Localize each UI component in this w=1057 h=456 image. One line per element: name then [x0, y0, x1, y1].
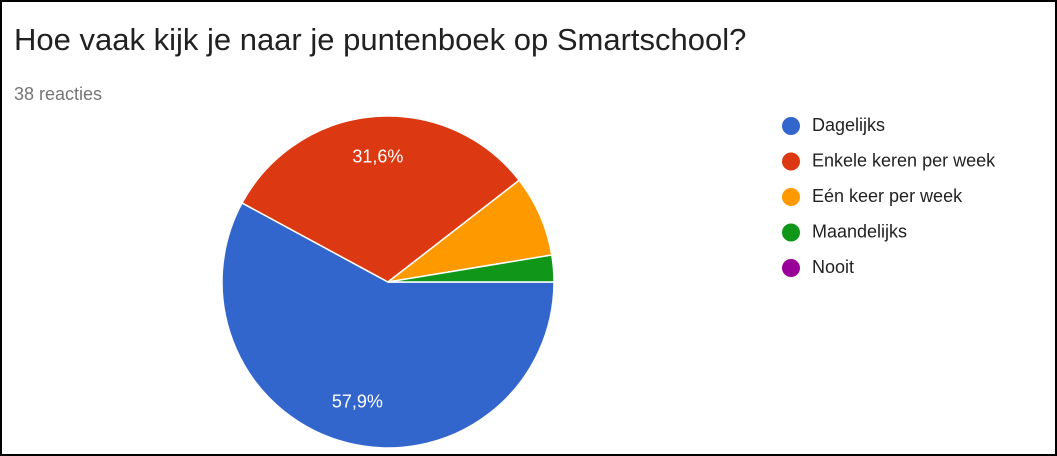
chart-subtitle: 38 reacties [14, 84, 102, 104]
legend-swatch [782, 152, 800, 171]
slice-label: 31,6% [352, 147, 403, 167]
legend-swatch [782, 188, 800, 206]
slice-label: 57,9% [332, 391, 383, 411]
legend-swatch [782, 259, 800, 277]
legend-label: Dagelijks [812, 115, 885, 135]
legend-swatch [782, 223, 800, 242]
legend-label: Eén keer per week [812, 186, 963, 206]
legend-label: Maandelijks [812, 221, 907, 241]
legend-label: Nooit [812, 257, 854, 277]
pie-slice [221, 201, 555, 449]
legend-swatch [782, 117, 800, 135]
pie-slice [387, 254, 555, 283]
legend-label: Enkele keren per week [812, 150, 996, 170]
chart-title: Hoe vaak kijk je naar je puntenboek op S… [14, 22, 746, 57]
pie-slice [241, 115, 521, 283]
